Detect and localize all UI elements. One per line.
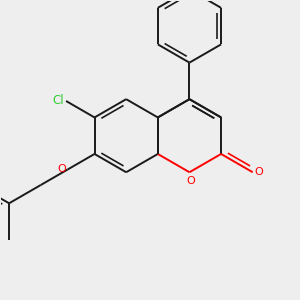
Text: O: O (254, 167, 263, 177)
Text: O: O (57, 164, 66, 173)
Text: O: O (187, 176, 195, 186)
Text: Cl: Cl (53, 94, 64, 107)
